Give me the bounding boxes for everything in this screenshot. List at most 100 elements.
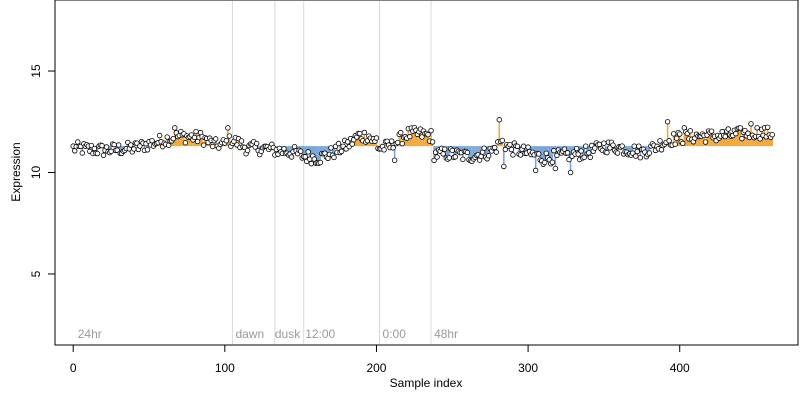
- data-point: [399, 140, 405, 147]
- data-point: [114, 147, 120, 153]
- data-point: [193, 128, 199, 135]
- data-point: [687, 128, 694, 134]
- data-point: [238, 138, 245, 144]
- data-point: [493, 149, 499, 155]
- data-point: [604, 149, 610, 156]
- data-point: [373, 135, 380, 141]
- data-point: [200, 142, 207, 148]
- x-tick-label: 300: [518, 361, 538, 375]
- data-point: [508, 146, 515, 153]
- data-point: [525, 144, 531, 150]
- data-point: [434, 154, 440, 160]
- data-point: [331, 154, 337, 161]
- y-tick-label: 10: [29, 166, 43, 180]
- data-point: [543, 150, 549, 156]
- data-point: [554, 152, 560, 159]
- data-point: [514, 143, 521, 149]
- data-point: [492, 144, 498, 151]
- data-point: [575, 151, 581, 157]
- data-point: [407, 133, 413, 140]
- phase-dividers: [231, 1, 432, 344]
- data-point: [739, 135, 745, 142]
- data-point: [460, 156, 466, 163]
- data-point: [191, 134, 198, 141]
- data-point: [567, 169, 574, 176]
- x-axis: 0 100 200 300 400: [70, 344, 690, 375]
- data-point: [449, 147, 455, 154]
- data-point: [305, 149, 311, 155]
- data-point: [223, 138, 230, 144]
- data-point: [680, 140, 686, 147]
- y-axis: 5 10 15: [29, 64, 56, 277]
- data-point: [481, 145, 487, 151]
- data-point: [507, 141, 513, 148]
- data-point: [702, 139, 709, 145]
- data-point: [670, 131, 677, 137]
- data-point: [398, 129, 404, 136]
- data-point: [381, 147, 387, 153]
- data-point: [164, 134, 170, 140]
- data-point: [391, 157, 398, 164]
- data-point: [532, 167, 539, 174]
- data-point: [499, 137, 506, 144]
- data-point: [764, 124, 771, 131]
- y-tick-label: 15: [29, 64, 43, 78]
- data-point: [673, 135, 680, 141]
- data-point: [338, 148, 345, 155]
- data-point: [552, 165, 559, 172]
- data-point: [344, 139, 351, 145]
- data-point: [485, 153, 492, 159]
- data-point: [517, 152, 524, 158]
- data-point: [361, 129, 368, 136]
- data-point: [536, 151, 542, 157]
- data-point: [244, 147, 251, 154]
- data-point: [419, 134, 425, 140]
- phase-label-0: 24hr: [78, 327, 102, 341]
- data-point: [573, 145, 580, 152]
- data-point: [131, 146, 137, 152]
- data-point: [390, 145, 396, 151]
- data-point: [722, 133, 728, 140]
- data-point: [748, 121, 754, 127]
- data-point: [733, 130, 739, 137]
- data-point: [156, 132, 163, 139]
- phase-label-5: 48hr: [434, 327, 458, 341]
- data-point: [79, 150, 85, 156]
- data-point: [111, 141, 117, 148]
- data-point: [182, 140, 189, 146]
- data-point: [501, 163, 507, 170]
- data-point: [634, 148, 640, 155]
- data-point: [578, 148, 584, 154]
- data-point: [614, 150, 621, 156]
- data-point: [551, 147, 557, 154]
- data-points: [70, 117, 775, 176]
- data-point: [440, 151, 446, 157]
- data-point: [115, 142, 122, 148]
- data-point: [428, 127, 434, 134]
- data-point: [441, 146, 448, 152]
- data-point: [172, 125, 178, 131]
- phase-label-3: 12:00: [305, 327, 335, 341]
- data-point: [317, 159, 324, 166]
- y-axis-label: Expression: [9, 142, 23, 201]
- data-point: [619, 143, 625, 149]
- data-point: [100, 152, 107, 158]
- x-axis-label: Sample index: [390, 376, 463, 390]
- data-point: [583, 143, 589, 149]
- data-point: [737, 125, 744, 131]
- data-point: [581, 154, 587, 161]
- data-point: [128, 142, 134, 148]
- data-point: [754, 125, 760, 131]
- x-tick-label: 100: [215, 361, 235, 375]
- data-point: [431, 157, 437, 164]
- data-point: [297, 148, 304, 154]
- phase-label-2: dusk: [275, 327, 301, 341]
- data-point: [357, 130, 363, 137]
- data-point: [94, 150, 101, 157]
- data-point: [288, 154, 295, 160]
- data-point: [103, 144, 110, 150]
- data-point: [328, 145, 334, 151]
- phase-labels: 24hr dawn dusk 12:00 0:00 48hr: [78, 327, 458, 341]
- data-point: [510, 152, 516, 158]
